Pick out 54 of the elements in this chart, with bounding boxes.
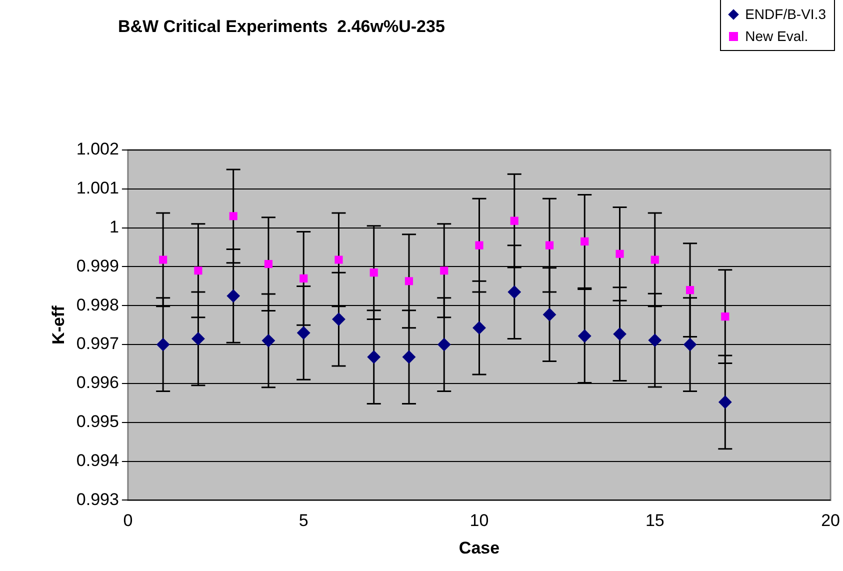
x-tick-label: 20 bbox=[821, 511, 840, 530]
point bbox=[438, 338, 451, 352]
point bbox=[475, 241, 484, 250]
point bbox=[370, 268, 378, 277]
point bbox=[264, 260, 272, 268]
y-tick-label: 0.998 bbox=[76, 295, 119, 314]
y-tick-label: 1.002 bbox=[76, 140, 119, 159]
y-tick-label: 1.001 bbox=[76, 178, 119, 198]
point bbox=[194, 266, 202, 275]
point bbox=[156, 338, 170, 352]
y-tick-label: 0.993 bbox=[76, 490, 119, 509]
x-tick-label: 0 bbox=[123, 511, 133, 530]
legend-label: ENDF/B-VI.3 bbox=[745, 6, 826, 22]
point bbox=[300, 274, 308, 282]
point bbox=[648, 334, 662, 347]
point bbox=[472, 321, 486, 334]
point bbox=[508, 286, 521, 299]
x-tick-label: 5 bbox=[298, 511, 308, 530]
y-axis-title: K-eff bbox=[48, 305, 68, 344]
x-axis-title: Case bbox=[458, 538, 500, 558]
y-tick-label: 1 bbox=[109, 218, 119, 237]
point bbox=[510, 216, 518, 225]
point bbox=[578, 329, 592, 342]
y-tick-label: 0.996 bbox=[76, 373, 119, 392]
point bbox=[718, 396, 732, 409]
y-tick-label: 0.997 bbox=[76, 334, 119, 354]
point bbox=[367, 350, 380, 364]
point bbox=[159, 256, 168, 264]
point bbox=[226, 289, 240, 302]
point bbox=[262, 334, 275, 348]
y-tick-label: 0.995 bbox=[76, 412, 119, 432]
point bbox=[404, 277, 414, 286]
y-tick-label: 0.999 bbox=[76, 256, 119, 276]
point bbox=[580, 237, 589, 246]
point bbox=[332, 312, 346, 326]
point bbox=[684, 338, 697, 352]
y-tick-label: 0.994 bbox=[76, 450, 119, 470]
point bbox=[616, 250, 624, 258]
point bbox=[297, 326, 310, 340]
point bbox=[229, 212, 238, 220]
x-tick-label: 15 bbox=[645, 511, 664, 530]
point bbox=[721, 312, 730, 321]
point bbox=[545, 241, 554, 250]
legend-label: New Eval. bbox=[745, 28, 808, 44]
point bbox=[334, 256, 343, 264]
point bbox=[686, 286, 694, 294]
x-tick-label: 10 bbox=[470, 511, 489, 530]
point bbox=[613, 328, 626, 341]
point bbox=[650, 256, 659, 264]
point bbox=[543, 308, 556, 322]
chart-title: B&W Critical Experiments 2.46w%U-235 bbox=[118, 17, 445, 37]
point bbox=[192, 332, 205, 346]
point bbox=[440, 266, 448, 275]
point bbox=[402, 350, 416, 364]
